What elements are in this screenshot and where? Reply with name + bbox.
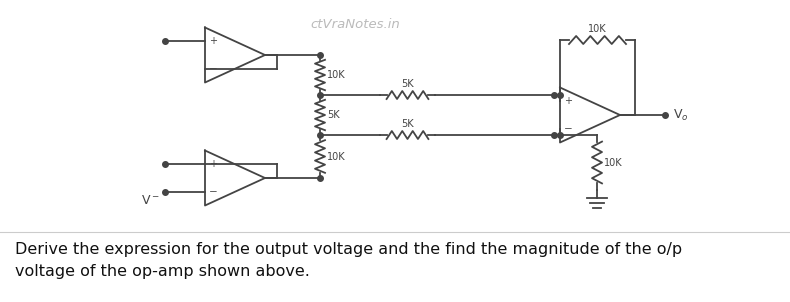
Text: +: + bbox=[564, 96, 572, 106]
Text: voltage of the op-amp shown above.: voltage of the op-amp shown above. bbox=[15, 264, 310, 279]
Text: +: + bbox=[209, 36, 217, 46]
Text: +: + bbox=[209, 159, 217, 169]
Text: 10K: 10K bbox=[327, 152, 346, 162]
Text: ctVraNotes.in: ctVraNotes.in bbox=[310, 18, 400, 31]
Text: V$_o$: V$_o$ bbox=[673, 108, 689, 123]
Text: 10K: 10K bbox=[327, 70, 346, 80]
Text: 10K: 10K bbox=[604, 158, 623, 168]
Text: −: − bbox=[209, 64, 218, 74]
Text: 10K: 10K bbox=[589, 24, 607, 34]
Text: V$^-$: V$^-$ bbox=[141, 194, 160, 207]
Text: 5K: 5K bbox=[327, 110, 340, 120]
Text: −: − bbox=[209, 187, 218, 197]
Text: Derive the expression for the output voltage and the find the magnitude of the o: Derive the expression for the output vol… bbox=[15, 242, 682, 257]
Text: 5K: 5K bbox=[401, 79, 414, 89]
Text: 5K: 5K bbox=[401, 119, 414, 129]
Text: −: − bbox=[564, 124, 573, 134]
